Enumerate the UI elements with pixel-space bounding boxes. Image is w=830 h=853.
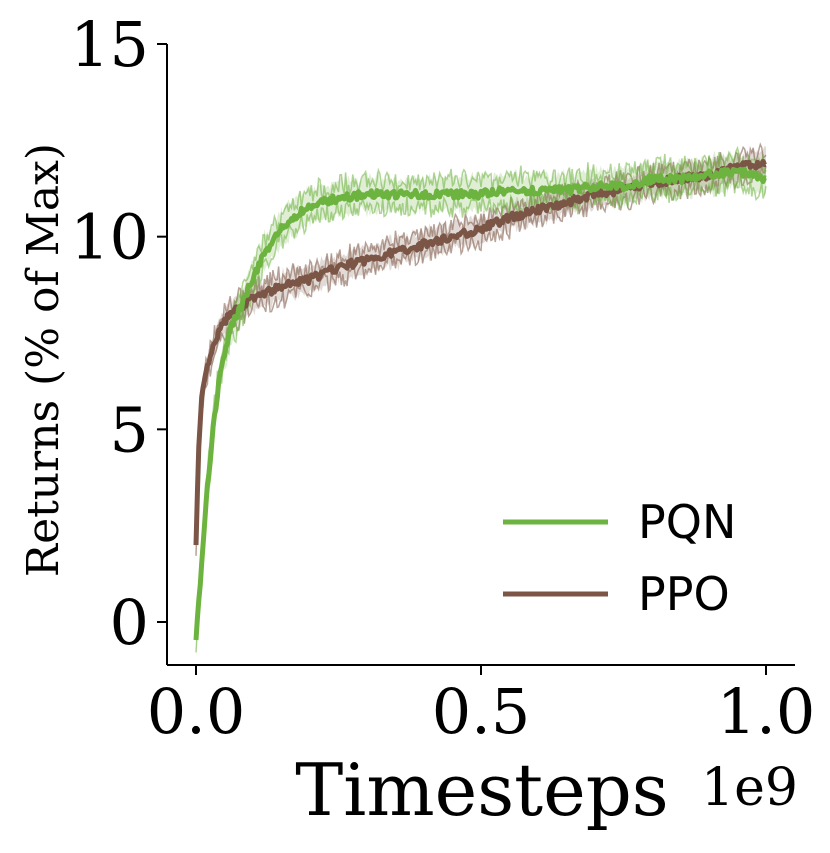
series-line-pqn — [193, 166, 768, 641]
y-tick-label: 15 — [70, 8, 149, 81]
y-tick-label: 0 — [110, 586, 149, 659]
y-tick-label: 5 — [110, 393, 149, 466]
legend-label-pqn: PQN — [638, 495, 736, 549]
run-line-ppo-2 — [195, 163, 767, 556]
y-ticks: 0 5 10 15 — [70, 8, 167, 659]
run-line-pqn-1 — [195, 145, 767, 627]
x-tick-label: 0.5 — [432, 675, 531, 748]
y-axis-label: Returns (% of Max) — [18, 143, 69, 577]
x-axis-label: Timesteps — [295, 748, 668, 832]
run-line-pqn-2 — [195, 171, 767, 653]
y-tick-label: 10 — [70, 201, 149, 274]
series-lines — [193, 158, 768, 641]
x-axis-offset-label: 1e9 — [701, 758, 798, 818]
legend: PQN PPO — [503, 495, 736, 621]
x-tick-label: 1.0 — [717, 675, 816, 748]
x-ticks: 0.0 0.5 1.0 — [147, 665, 816, 748]
x-tick-label: 0.0 — [147, 675, 246, 748]
legend-label-ppo: PPO — [638, 567, 730, 621]
